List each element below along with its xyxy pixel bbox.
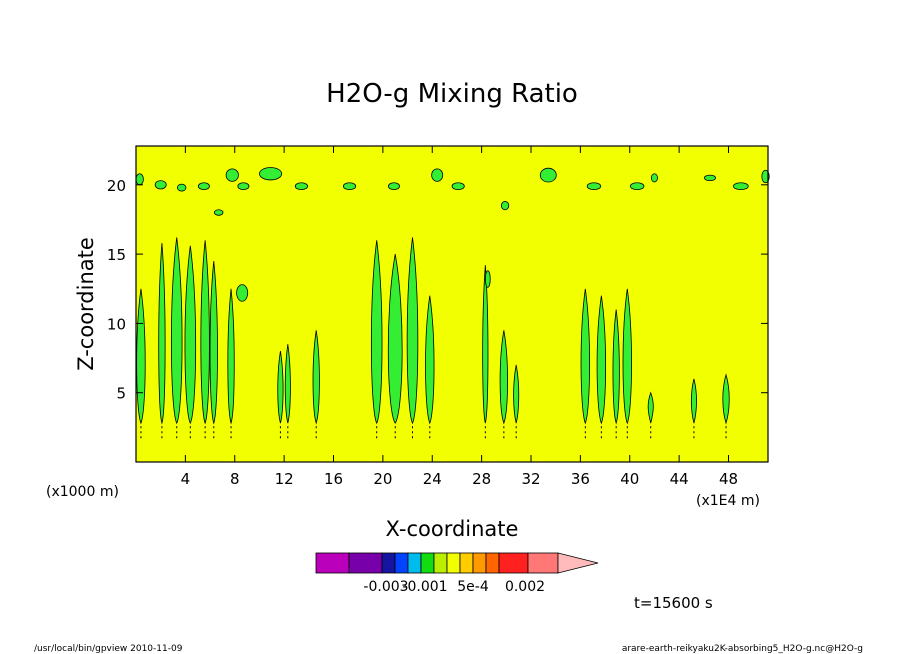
plume-contour — [387, 254, 403, 424]
colorbar-swatch — [315, 552, 350, 574]
anomaly-blob — [500, 201, 510, 211]
plume-contour — [370, 240, 383, 425]
colorbar-arrow — [557, 552, 599, 574]
colorbar-label: -0.001 — [402, 579, 447, 595]
anomaly-blob — [650, 173, 658, 183]
plume-contour — [690, 378, 697, 424]
y-tick-label: 15 — [107, 246, 126, 264]
plume-contour — [171, 237, 183, 425]
x-tick-label: 48 — [719, 470, 738, 488]
anomaly-blob — [484, 270, 491, 288]
anomaly-blob — [213, 209, 224, 216]
plume-contour — [622, 288, 632, 425]
y-axis-label: Z-coordinate — [74, 237, 98, 371]
y-axis-ticks: 5 10 15 20 — [107, 177, 768, 403]
x-tick-label: 4 — [181, 470, 191, 488]
anomaly-blob — [586, 182, 602, 191]
x-tick-label: 28 — [472, 470, 491, 488]
anomaly-blob — [135, 173, 144, 186]
x-tick-label: 16 — [324, 470, 343, 488]
time-label: t=15600 s — [634, 594, 713, 612]
x-tick-label: 36 — [571, 470, 590, 488]
x-multiplier-label: (x1E4 m) — [696, 493, 760, 509]
x-tick-label: 12 — [275, 470, 294, 488]
colorbar-swatch — [433, 552, 448, 574]
anomaly-blob — [342, 182, 357, 191]
y-tick-label: 20 — [107, 177, 126, 195]
x-tick-label: 20 — [373, 470, 392, 488]
anomaly-blob — [237, 182, 250, 191]
colorbar-label: 0.002 — [505, 579, 545, 595]
plot-frame — [135, 145, 769, 463]
anomaly-blob — [761, 169, 770, 184]
plume-contour — [647, 391, 654, 424]
plume-contour — [513, 364, 520, 424]
plume-contour — [200, 240, 210, 425]
colorbar-swatch — [485, 552, 500, 574]
anomaly-blob — [176, 183, 187, 192]
plume-contour — [312, 330, 320, 425]
x-tick-label: 8 — [230, 470, 240, 488]
anomaly-blob — [629, 182, 645, 191]
anomaly-blob — [539, 167, 557, 183]
plume-contour — [227, 288, 235, 425]
anomaly-blob — [259, 167, 283, 181]
anomaly-blob — [294, 182, 308, 191]
x-tick-label: 40 — [620, 470, 639, 488]
y-tick-label: 10 — [107, 315, 126, 333]
plume-contour — [277, 351, 284, 424]
colorbar-swatch — [420, 552, 435, 574]
footer-left: /usr/local/bin/gpview 2010-11-09 — [34, 644, 183, 654]
anomaly-blob — [704, 174, 716, 182]
plume-contour — [184, 245, 197, 425]
x-tick-label: 32 — [521, 470, 540, 488]
colorbar-swatch — [446, 552, 461, 574]
anomaly-contours — [135, 167, 770, 442]
anomaly-blob — [388, 182, 400, 191]
plume-contour — [499, 330, 508, 425]
plume-contour — [406, 237, 419, 425]
plume-contour — [284, 344, 291, 424]
anomaly-blob — [451, 182, 465, 191]
plume-contour — [209, 260, 218, 425]
anomaly-blob — [431, 168, 444, 182]
chart-title: H2O-g Mixing Ratio — [326, 79, 578, 109]
colorbar-label: 5e-4 — [457, 579, 489, 595]
x-axis-label: X-coordinate — [386, 517, 519, 541]
colorbar-swatch — [407, 552, 422, 574]
plot-background — [136, 146, 768, 462]
x-tick-label: 24 — [423, 470, 442, 488]
colorbar-swatch — [459, 552, 474, 574]
plume-contour — [596, 295, 607, 425]
colorbar-swatch — [348, 552, 383, 574]
x-axis-ticks: 4 8 12 16 20 24 28 32 36 40 44 48 — [181, 146, 738, 488]
anomaly-blob — [197, 182, 210, 191]
plume-contour — [482, 265, 489, 424]
colorbar-swatch — [498, 552, 529, 574]
colorbar — [315, 552, 599, 574]
y-tick-label: 5 — [116, 385, 126, 403]
colorbar-swatch — [527, 552, 559, 574]
anomaly-blob — [225, 168, 239, 182]
x-tick-label: 44 — [670, 470, 689, 488]
colorbar-swatch — [381, 552, 396, 574]
plume-contour — [722, 373, 730, 425]
anomaly-blob — [236, 284, 249, 302]
plume-contour — [158, 242, 166, 425]
x-unit-label: (x1000 m) — [46, 484, 119, 500]
colorbar-labels: -0.003-0.001 5e-4 0.002 — [363, 579, 545, 595]
colorbar-swatch — [472, 552, 487, 574]
colorbar-label: -0.003 — [363, 579, 408, 595]
plume-contour — [136, 288, 146, 425]
plume-contour — [612, 309, 620, 425]
colorbar-swatch — [394, 552, 409, 574]
footer-right: arare-earth-reikyaku2K-absorbing5_H2O-g.… — [622, 644, 863, 654]
anomaly-blob — [154, 180, 167, 190]
plume-contour — [580, 288, 590, 425]
plume-contour — [425, 295, 435, 425]
anomaly-blob — [733, 182, 749, 191]
